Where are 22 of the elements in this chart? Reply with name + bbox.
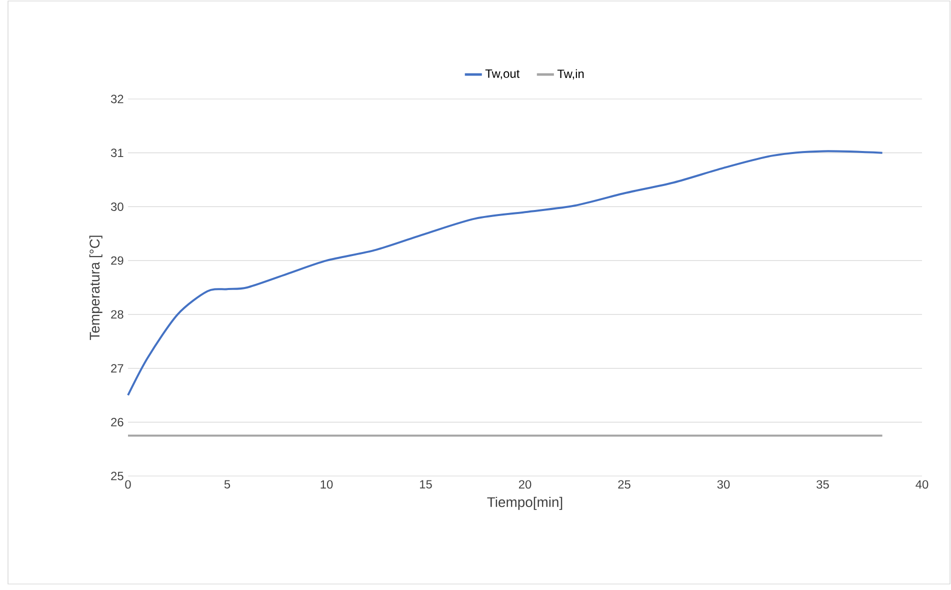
x-tick-label: 30 <box>717 480 730 489</box>
line-series <box>127 150 884 396</box>
x-tick-label: 35 <box>816 480 829 489</box>
y-tick-label: 28 <box>111 310 124 319</box>
y-tick-label: 25 <box>111 472 124 480</box>
y-tick-label: 26 <box>111 418 124 426</box>
x-tick-label: 10 <box>320 480 333 489</box>
y-axis-title: Temperatura [°C] <box>89 236 102 340</box>
x-axis-title: Tiempo[min] <box>487 496 562 510</box>
y-tick-label: 32 <box>110 94 124 104</box>
y-tick-label: 27 <box>111 364 124 372</box>
x-tick-label: 15 <box>420 480 432 489</box>
x-tick-label: 40 <box>916 480 928 489</box>
y-tick-label: 31 <box>110 148 124 158</box>
x-tick-label: 5 <box>224 480 230 489</box>
x-tick-label: 20 <box>518 480 532 489</box>
legend-label: Tw,out <box>485 70 520 80</box>
y-tick-label: 29 <box>111 256 124 265</box>
y-tick-label: 30 <box>110 202 124 211</box>
x-tick-label: 0 <box>125 480 131 489</box>
legend-label: Tw,in <box>557 69 584 80</box>
x-tick-label: 25 <box>618 480 630 489</box>
